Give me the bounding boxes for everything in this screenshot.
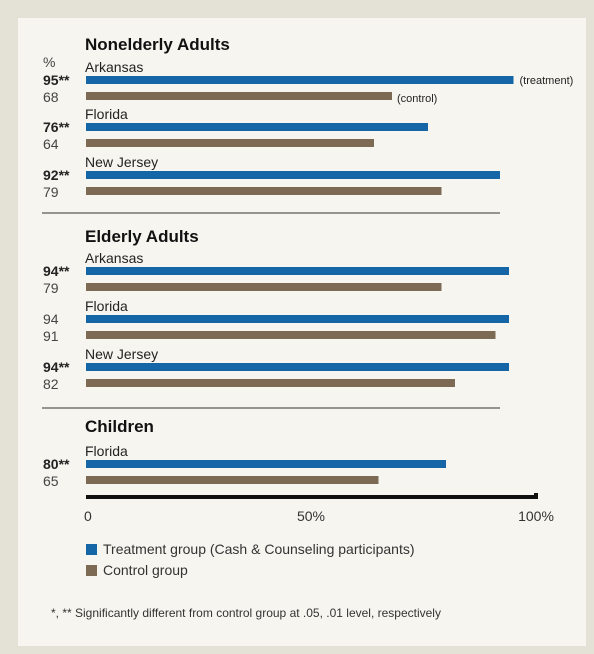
legend-swatch-treatment: [86, 544, 97, 555]
treatment-value-label: 95**: [43, 72, 70, 88]
control-bar: [86, 139, 374, 147]
x-axis: [86, 495, 536, 499]
group-title: Nonelderly Adults: [85, 35, 230, 54]
treatment-bar: [86, 315, 509, 323]
treatment-annotation: (treatment): [520, 75, 574, 87]
x-tick-label: 100%: [518, 508, 554, 524]
control-value-label: 82: [43, 376, 59, 392]
category-label: Florida: [85, 106, 128, 122]
group-title: Elderly Adults: [85, 227, 199, 246]
x-axis-end-cap: [534, 493, 538, 499]
control-value-label: 79: [43, 184, 59, 200]
control-annotation: (control): [397, 93, 437, 105]
legend-label-control: Control group: [103, 562, 188, 578]
category-label: New Jersey: [85, 154, 158, 170]
category-label: Florida: [85, 298, 128, 314]
x-tick-label: 0: [84, 508, 92, 524]
treatment-value-label: 94**: [43, 359, 70, 375]
x-tick-label: 50%: [297, 508, 325, 524]
control-value-label: 91: [43, 328, 59, 344]
control-value-label: 64: [43, 136, 59, 152]
treatment-value-label: 80**: [43, 456, 70, 472]
control-bar: [86, 283, 442, 291]
control-bar: [86, 379, 455, 387]
footnote: *, ** Significantly different from contr…: [51, 606, 441, 620]
treatment-bar: [86, 171, 500, 179]
control-bar: [86, 331, 496, 339]
treatment-value-label: 94: [43, 311, 59, 327]
treatment-bar: [86, 123, 428, 131]
treatment-bar: [86, 76, 514, 84]
control-bar: [86, 476, 379, 484]
legend-swatch-control: [86, 565, 97, 576]
treatment-value-label: 92**: [43, 167, 70, 183]
category-label: Arkansas: [85, 59, 143, 75]
control-value-label: 79: [43, 280, 59, 296]
category-label: Florida: [85, 443, 128, 459]
control-bar: [86, 187, 442, 195]
treatment-bar: [86, 460, 446, 468]
control-value-label: 65: [43, 473, 59, 489]
treatment-value-label: 76**: [43, 119, 70, 135]
group-title: Children: [85, 417, 154, 436]
legend-label-treatment: Treatment group (Cash & Counseling parti…: [103, 541, 415, 557]
treatment-value-label: 94**: [43, 263, 70, 279]
control-value-label: 68: [43, 89, 59, 105]
category-label: Arkansas: [85, 250, 143, 266]
treatment-bar: [86, 363, 509, 371]
unit-label: %: [43, 54, 55, 70]
category-label: New Jersey: [85, 346, 158, 362]
control-bar: [86, 92, 392, 100]
treatment-bar: [86, 267, 509, 275]
